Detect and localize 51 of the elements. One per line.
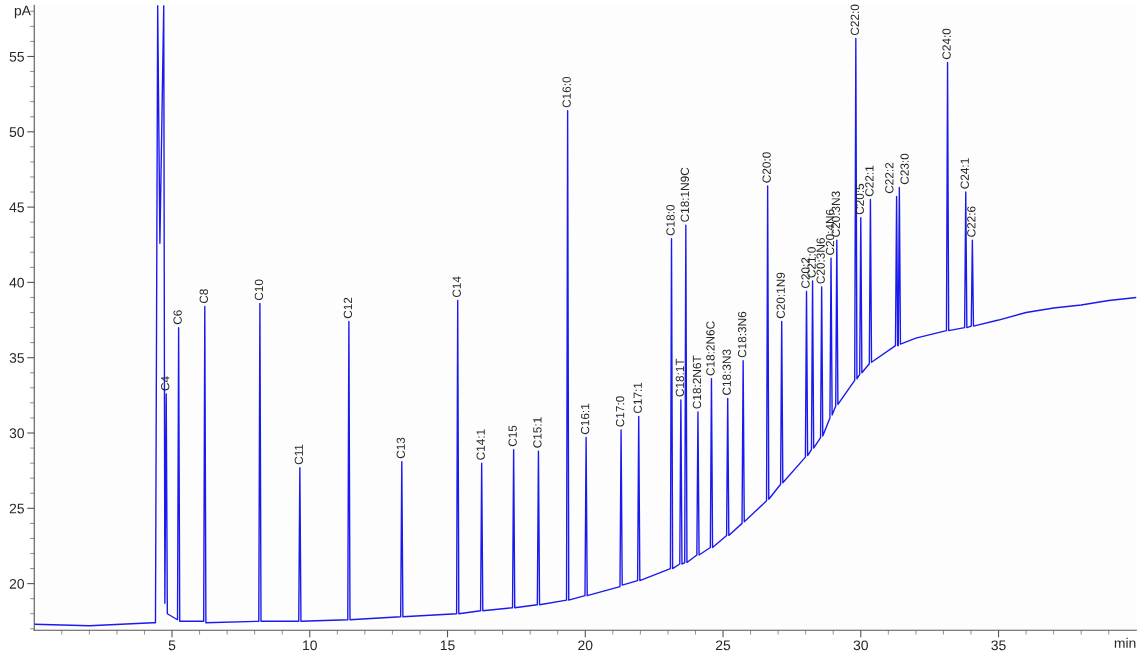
annotation: C17:0 bbox=[615, 396, 625, 427]
x-tick-label: 5 bbox=[168, 640, 176, 651]
annotation: C18:2N6T bbox=[692, 355, 702, 409]
x-tick-label: 25 bbox=[716, 640, 731, 651]
annotation: C18:0 bbox=[666, 204, 675, 236]
y-tick-label: 55 bbox=[9, 51, 24, 62]
x-tick-label: 35 bbox=[991, 640, 1006, 651]
annotation: C14 bbox=[452, 276, 461, 298]
annotation: C24:0 bbox=[942, 28, 951, 60]
y-tick-label: 35 bbox=[9, 353, 24, 363]
y-tick-label: 25 bbox=[9, 503, 24, 514]
annotation: C22:1 bbox=[865, 165, 874, 197]
x-tick-label: 15 bbox=[440, 640, 455, 651]
annotation: C18:1N9C bbox=[680, 167, 689, 222]
annotation: C8 bbox=[199, 289, 208, 304]
annotation: C16:1 bbox=[580, 403, 590, 435]
annotation: C17:1 bbox=[633, 382, 642, 414]
annotation: C23:0 bbox=[900, 153, 909, 185]
x-tick-label: 10 bbox=[303, 640, 317, 651]
y-tick-label: 40 bbox=[9, 277, 24, 288]
line-series bbox=[34, 5, 1137, 627]
annotation: C20:0 bbox=[762, 152, 771, 183]
annotation: C11 bbox=[294, 444, 304, 465]
y-axis-title: pA bbox=[14, 5, 31, 19]
annotation: C20:3N6 bbox=[816, 238, 825, 284]
y-tick-label: 30 bbox=[9, 428, 24, 439]
annotation: C18:1T bbox=[675, 358, 685, 397]
annotation: C18:3N6 bbox=[737, 311, 747, 358]
x-axis-title: min bbox=[1114, 637, 1136, 648]
annotation: C4 bbox=[161, 376, 170, 391]
y-tick-label: 50 bbox=[9, 127, 24, 137]
annotation: C20:1N9 bbox=[776, 272, 785, 319]
annotation: C22:0 bbox=[850, 4, 859, 36]
annotation: C15:1 bbox=[533, 417, 542, 448]
y-tick-label: 20 bbox=[9, 578, 24, 589]
x-tick-label: 20 bbox=[578, 640, 593, 651]
annotation: C13 bbox=[396, 437, 405, 459]
annotation: C18:3N3 bbox=[722, 349, 731, 395]
annotation: C16:0 bbox=[562, 76, 571, 108]
annotation: C14:1 bbox=[476, 429, 485, 460]
y-tick-label: 45 bbox=[9, 202, 24, 213]
annotation: C12 bbox=[343, 297, 353, 319]
annotation: C15 bbox=[508, 425, 517, 447]
annotation: C18:2N6C bbox=[706, 321, 715, 376]
annotation: C22:6 bbox=[967, 206, 976, 237]
annotation: C6 bbox=[173, 310, 182, 325]
x-tick-label: 30 bbox=[853, 640, 868, 651]
annotation: C22:2 bbox=[885, 162, 894, 194]
annotation: C24:1 bbox=[960, 158, 969, 189]
annotation: C10 bbox=[254, 279, 264, 301]
annotation: C20:5 bbox=[855, 183, 864, 215]
